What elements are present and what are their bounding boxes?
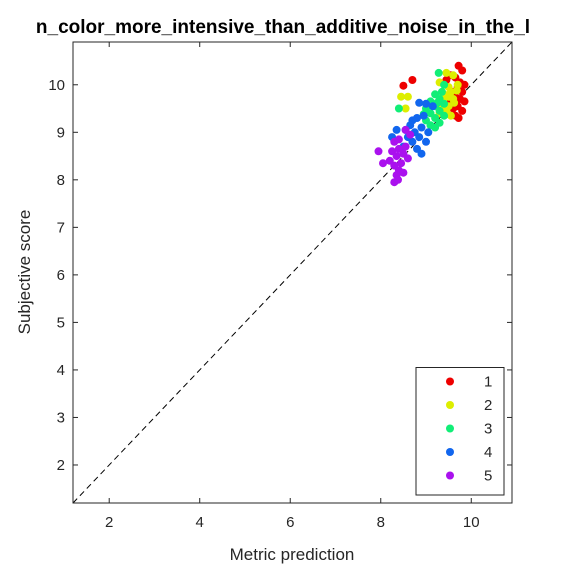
legend-label: 5 [484, 468, 492, 485]
data-point [399, 168, 408, 177]
legend-marker [446, 471, 454, 480]
legend-marker [446, 377, 454, 386]
y-tick-label: 5 [57, 314, 65, 331]
data-point [401, 142, 410, 151]
data-point [379, 159, 387, 168]
data-point [390, 137, 399, 146]
legend-item: 3 [446, 421, 492, 438]
data-point [458, 66, 467, 75]
data-point [408, 76, 417, 84]
data-points-layer [374, 61, 469, 187]
data-point [454, 114, 463, 122]
legend-label: 1 [484, 374, 492, 391]
data-point [422, 137, 430, 146]
legend-label: 2 [484, 397, 492, 414]
legend-item: 1 [446, 374, 492, 391]
data-point [403, 154, 412, 163]
x-tick-label: 8 [377, 514, 385, 531]
data-point [458, 106, 467, 115]
chart-title: n_color_more_intensive_than_additive_noi… [36, 17, 530, 38]
y-tick-label: 10 [48, 77, 65, 94]
legend-marker [446, 424, 454, 433]
axis-ticks-layer: 2 4 6 8 10 2 3 4 5 6 7 8 9 10 [48, 42, 512, 531]
data-point [394, 175, 402, 184]
legend-box [415, 367, 505, 496]
data-point [424, 128, 433, 137]
data-point [403, 92, 412, 101]
data-point [460, 80, 469, 89]
x-tick-label: 6 [286, 514, 294, 531]
data-point [397, 92, 406, 101]
legend-marker [446, 448, 454, 456]
data-point [437, 87, 446, 96]
legend-label: 3 [484, 421, 492, 438]
data-point [392, 152, 401, 161]
data-point [392, 125, 401, 134]
y-tick-label: 3 [57, 409, 65, 426]
data-point [440, 80, 449, 89]
data-point [397, 159, 406, 168]
data-point [422, 99, 430, 108]
y-axis-label: Subjective score [15, 210, 34, 335]
legend-item: 2 [446, 397, 492, 414]
legend-label: 4 [484, 444, 492, 461]
legend-item: 4 [446, 444, 492, 461]
y-tick-label: 6 [57, 267, 65, 284]
data-point [428, 102, 437, 111]
plot-frame [72, 41, 513, 504]
data-point [453, 80, 462, 89]
data-point [446, 111, 455, 120]
data-point [408, 137, 417, 146]
x-axis-label: Metric prediction [230, 545, 355, 564]
y-tick-label: 2 [57, 457, 65, 474]
x-tick-label: 4 [196, 514, 204, 531]
y-tick-label: 8 [57, 172, 65, 189]
data-point [440, 111, 449, 120]
data-point [450, 98, 459, 107]
data-point [406, 130, 415, 139]
data-point [442, 68, 451, 77]
y-tick-label: 4 [57, 362, 65, 379]
data-point [449, 71, 458, 80]
series-5 [374, 125, 415, 187]
legend: 1 2 3 4 5 [415, 367, 505, 496]
data-point [460, 97, 469, 106]
data-point [394, 104, 403, 113]
data-point [415, 98, 424, 107]
y-tick-label: 7 [57, 219, 65, 236]
x-tick-label: 10 [463, 514, 480, 531]
data-point [444, 92, 453, 101]
data-point [434, 68, 443, 77]
y-tick-label: 9 [57, 124, 65, 141]
data-point [440, 99, 449, 108]
legend-marker [446, 401, 454, 409]
data-point [431, 123, 440, 132]
data-point [401, 104, 410, 113]
data-point [419, 111, 428, 120]
data-point [374, 147, 383, 156]
data-point [417, 149, 426, 158]
x-tick-label: 2 [105, 514, 113, 531]
data-point [415, 133, 424, 142]
legend-item: 5 [446, 468, 492, 485]
data-point [417, 123, 426, 132]
data-point [399, 81, 408, 90]
